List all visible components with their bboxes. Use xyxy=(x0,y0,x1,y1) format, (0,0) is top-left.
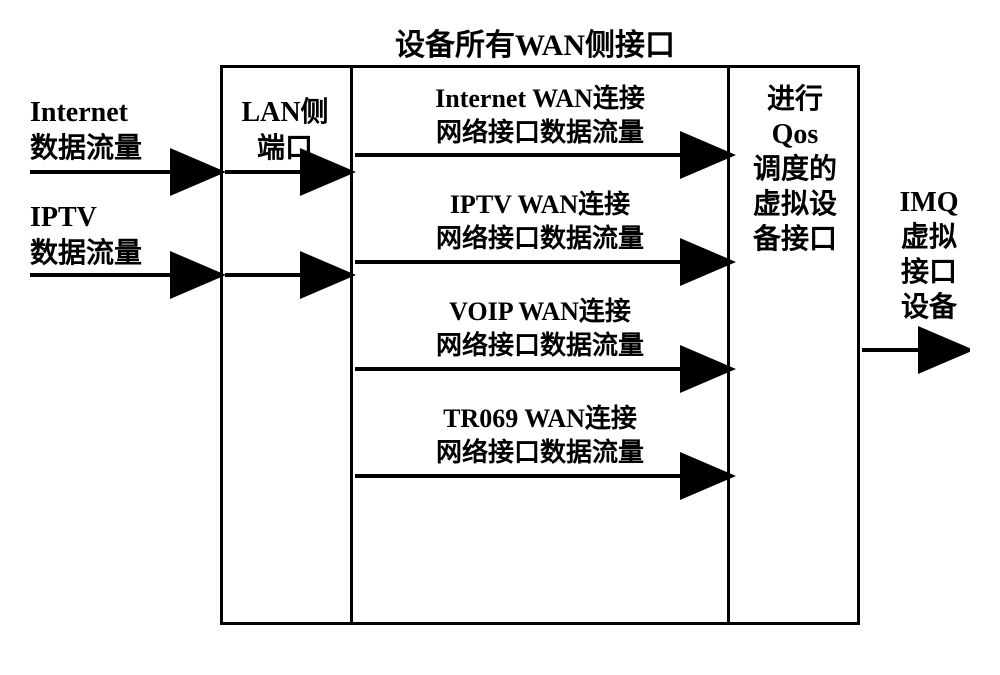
diagram-root: 设备所有WAN侧接口 LAN侧 端口 进行 Qos 调度的 虚拟设 备接口 In… xyxy=(30,20,970,640)
arrows-svg xyxy=(30,20,970,640)
